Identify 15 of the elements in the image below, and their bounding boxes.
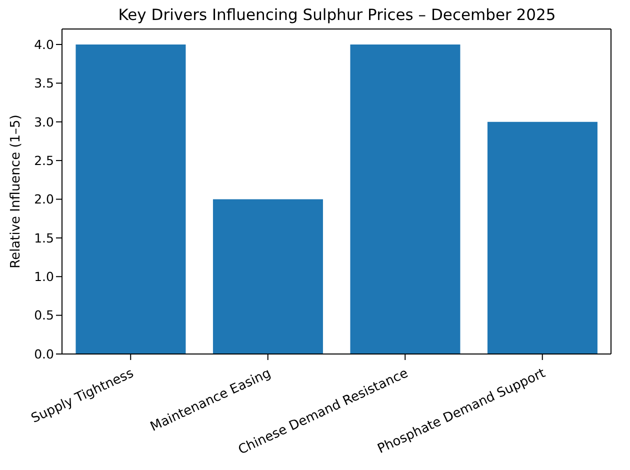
y-tick-label: 2.0 [34, 192, 54, 207]
bar [487, 122, 598, 354]
bar [350, 44, 460, 354]
y-tick-label: 1.5 [34, 230, 54, 246]
bar [76, 44, 186, 354]
y-tick-label: 0.5 [34, 308, 54, 323]
y-tick-label: 4.0 [34, 36, 54, 52]
y-tick-label: 3.0 [34, 114, 54, 130]
y-tick-label: 1.0 [34, 269, 54, 284]
bar [212, 199, 323, 354]
y-tick-label: 3.5 [34, 76, 54, 91]
y-tick-label: 0.0 [34, 346, 54, 362]
chart-title: Key Drivers Influencing Sulphur Prices – December 2025 [117, 6, 557, 24]
y-tick-label: 2.5 [34, 152, 54, 168]
y-axis-title: Relative Influence (1–5) [8, 114, 24, 268]
